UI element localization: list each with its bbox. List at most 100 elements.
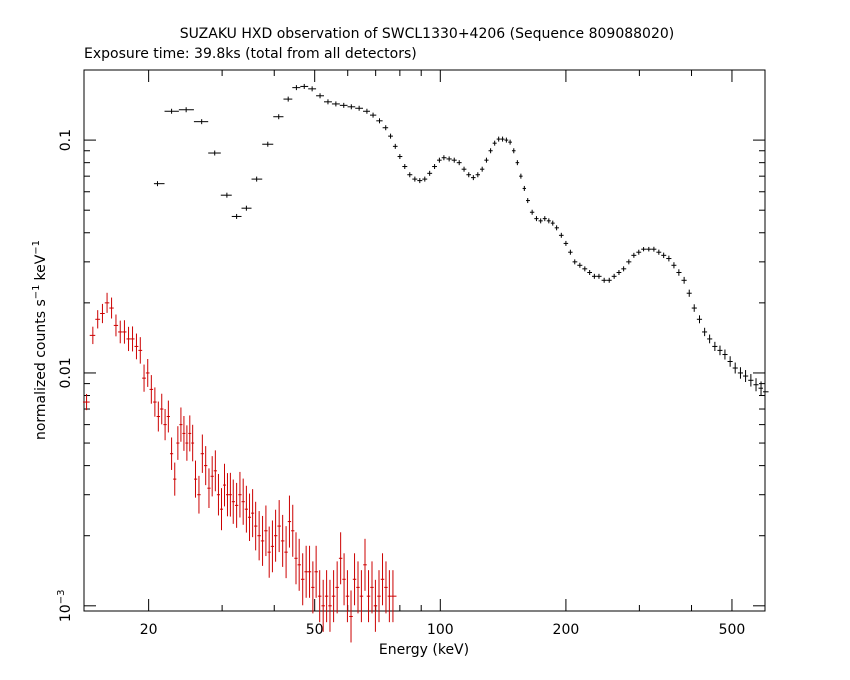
data-point bbox=[417, 178, 423, 184]
data-point bbox=[534, 216, 539, 222]
data-point bbox=[262, 141, 274, 147]
data-point bbox=[577, 262, 583, 268]
data-point bbox=[311, 561, 315, 614]
data-point bbox=[587, 270, 593, 276]
series-1 bbox=[83, 292, 397, 643]
data-point bbox=[500, 136, 505, 142]
data-point bbox=[488, 148, 493, 154]
data-point bbox=[446, 156, 452, 162]
y-axis-ticks: 0.1 0.01 10−3 bbox=[56, 69, 765, 622]
data-point bbox=[743, 370, 749, 383]
data-point bbox=[273, 114, 284, 120]
data-point bbox=[292, 85, 301, 91]
data-point bbox=[234, 482, 239, 528]
data-point bbox=[388, 133, 393, 139]
data-point bbox=[484, 157, 489, 163]
data-point bbox=[231, 479, 235, 524]
data-point bbox=[355, 105, 364, 111]
data-point bbox=[651, 246, 657, 252]
data-point bbox=[758, 381, 764, 395]
data-point bbox=[264, 505, 268, 557]
data-point bbox=[291, 504, 295, 557]
data-point bbox=[207, 468, 211, 509]
data-point bbox=[661, 252, 667, 259]
data-point bbox=[160, 393, 164, 425]
series-0 bbox=[153, 83, 769, 399]
data-point bbox=[188, 415, 192, 452]
data-point bbox=[95, 310, 101, 329]
data-point bbox=[519, 173, 523, 179]
data-point bbox=[257, 511, 261, 561]
data-point bbox=[376, 118, 383, 124]
data-point bbox=[219, 488, 224, 531]
data-point bbox=[204, 446, 208, 486]
data-point bbox=[753, 378, 759, 392]
data-point bbox=[515, 160, 520, 166]
data-point bbox=[412, 176, 418, 182]
data-point bbox=[641, 247, 647, 252]
data-point bbox=[153, 387, 157, 417]
data-point bbox=[238, 471, 242, 518]
y-axis-label: normalized counts s−1keV−1 bbox=[31, 240, 49, 440]
data-point bbox=[601, 277, 607, 283]
data-point bbox=[231, 213, 242, 219]
data-point bbox=[83, 393, 90, 411]
data-point bbox=[223, 463, 226, 507]
data-point bbox=[142, 364, 146, 392]
data-point bbox=[130, 326, 135, 352]
y-axis-label-exp: −1 bbox=[31, 285, 42, 300]
data-point bbox=[324, 570, 329, 623]
data-point bbox=[300, 83, 309, 89]
data-point bbox=[156, 401, 161, 432]
data-point bbox=[193, 119, 209, 125]
data-point bbox=[369, 112, 377, 118]
data-point bbox=[126, 326, 131, 352]
y-tick-label-base: 0.01 bbox=[58, 357, 74, 388]
data-point bbox=[392, 143, 398, 149]
data-point bbox=[397, 154, 403, 160]
data-point bbox=[122, 320, 127, 344]
data-point bbox=[563, 240, 569, 246]
data-point bbox=[387, 570, 392, 623]
data-point bbox=[210, 456, 214, 497]
data-point bbox=[722, 349, 728, 360]
data-point bbox=[391, 570, 397, 623]
data-point bbox=[646, 246, 652, 252]
data-point bbox=[328, 579, 332, 632]
data-point bbox=[402, 164, 408, 170]
data-point bbox=[342, 553, 346, 606]
data-point bbox=[308, 86, 317, 92]
data-point bbox=[356, 561, 360, 614]
data-point bbox=[277, 500, 281, 553]
data-point bbox=[104, 292, 110, 313]
data-point bbox=[200, 434, 205, 473]
data-point bbox=[529, 209, 535, 215]
data-point bbox=[691, 304, 697, 312]
data-point bbox=[611, 273, 617, 279]
data-point bbox=[185, 425, 189, 461]
data-point bbox=[178, 107, 194, 113]
data-point bbox=[554, 225, 559, 231]
data-point bbox=[656, 249, 662, 255]
data-point bbox=[251, 489, 255, 538]
data-point bbox=[373, 579, 378, 632]
data-point bbox=[366, 570, 371, 623]
data-point bbox=[228, 472, 232, 517]
data-point bbox=[359, 570, 364, 623]
data-point bbox=[244, 485, 248, 533]
data-point bbox=[100, 303, 105, 324]
data-point bbox=[732, 362, 738, 374]
y-tick-label-exp: −3 bbox=[56, 590, 67, 605]
y-tick-label: 0.01 bbox=[58, 357, 74, 388]
data-point bbox=[686, 289, 692, 297]
data-point bbox=[331, 570, 336, 623]
data-point bbox=[676, 269, 682, 276]
data-point bbox=[572, 259, 578, 265]
y-tick-label-base: 10 bbox=[58, 604, 74, 622]
data-point bbox=[225, 473, 229, 517]
data-point bbox=[118, 320, 123, 344]
data-point bbox=[283, 96, 293, 102]
chart-title: SUZAKU HXD observation of SWCL1330+4206 … bbox=[180, 26, 674, 42]
data-point bbox=[666, 255, 672, 262]
